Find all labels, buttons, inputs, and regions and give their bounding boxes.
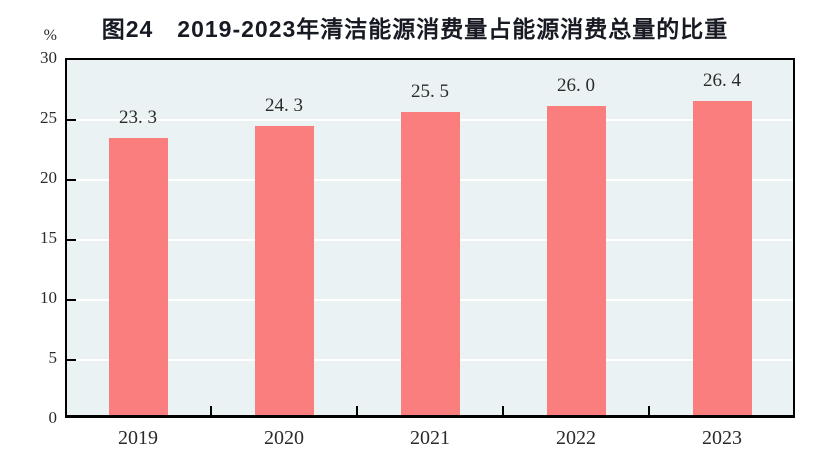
x-axis-label: 2022 [556,427,596,449]
bar-value-label: 25. 5 [411,81,449,102]
bar-2022 [546,106,606,415]
y-axis-label: 25 [40,108,57,127]
chart-title: 图24 2019-2023年清洁能源消费量占能源消费总量的比重 [101,16,729,42]
plot-area: 23. 3 24. 3 25. 5 26. 0 26. 4 [65,58,795,418]
x-tick [502,406,504,415]
y-tick [67,299,76,301]
bar-value-label: 24. 3 [265,95,303,117]
x-tick [648,406,650,415]
x-axis-label: 2020 [264,427,304,449]
y-axis-label: 5 [48,348,58,367]
y-tick [67,359,76,361]
y-tick [67,179,76,181]
bar-2019 [108,138,168,415]
bar-2023 [692,101,752,415]
y-tick [67,239,76,241]
x-tick [210,406,212,415]
x-axis-label: 2023 [702,427,742,449]
y-axis-unit-label: % [43,27,57,44]
x-tick [356,406,358,415]
bar-2020 [254,126,314,415]
bar-value-label: 26. 4 [703,70,741,92]
y-axis-label: 15 [40,228,57,247]
bar-value-label: 26. 0 [557,75,595,96]
x-axis-label: 2021 [410,427,450,449]
bar-value-label: 23. 3 [119,107,157,129]
y-axis-label: 0 [48,408,58,427]
x-axis-label: 2019 [118,427,158,449]
y-tick [67,119,76,121]
y-axis-label: 30 [40,48,57,67]
y-axis-label: 10 [40,288,57,307]
y-axis-label: 20 [40,168,57,187]
bar-2021 [400,112,460,415]
